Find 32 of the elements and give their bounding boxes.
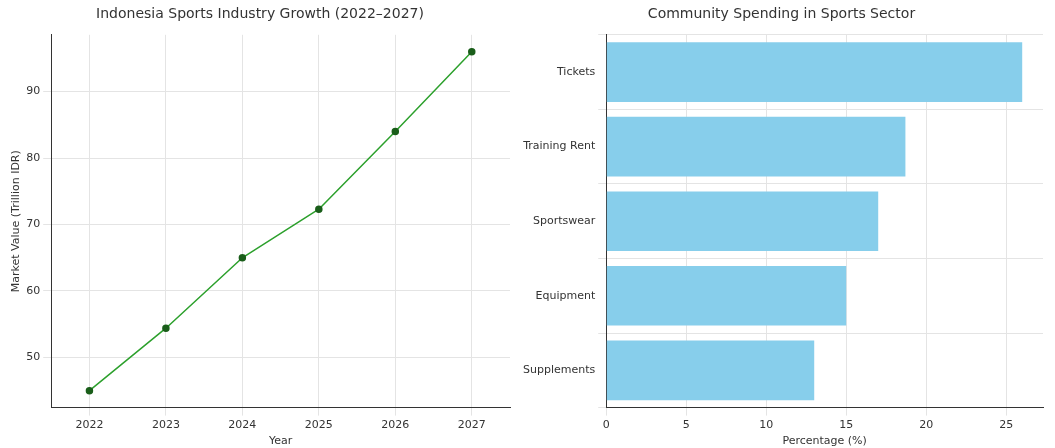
x-tick-label: 20: [919, 418, 934, 432]
y-tick-label: 70: [26, 217, 41, 231]
x-tick-label: 2022: [75, 418, 104, 432]
x-tick-label: 15: [839, 418, 854, 432]
bar: [606, 42, 1023, 102]
bar: [606, 116, 906, 177]
bar: [606, 191, 879, 252]
x-tick-label: 0: [602, 418, 610, 432]
x-axis-title: Percentage (%): [782, 434, 867, 448]
y-tick-label: Equipment: [535, 288, 596, 302]
x-axis-title: Year: [267, 434, 293, 448]
chart-title: Indonesia Sports Industry Growth (2022–2027): [96, 5, 424, 22]
x-tick-label: 2023: [151, 418, 180, 432]
bar: [606, 340, 815, 401]
x-tick-label: 2025: [304, 418, 333, 432]
y-tick-label: Training Rent: [522, 139, 596, 153]
y-tick-label: 50: [26, 350, 41, 364]
y-tick-label: Sportswear: [532, 214, 596, 228]
y-tick-label: 80: [26, 150, 41, 164]
x-tick-label: 10: [759, 418, 774, 432]
y-tick-label: 60: [26, 283, 41, 297]
x-tick-label: 2026: [381, 418, 410, 432]
y-axis-title: Market Value (Trillion IDR): [9, 150, 23, 293]
x-tick-label: 25: [999, 418, 1014, 432]
x-tick-label: 5: [682, 418, 690, 432]
x-tick-label: 2024: [228, 418, 257, 432]
y-tick-label: Supplements: [522, 363, 596, 377]
bar: [606, 265, 847, 326]
y-tick-label: Tickets: [555, 64, 596, 78]
y-tick-label: 90: [26, 84, 41, 98]
x-tick-label: 2027: [457, 418, 486, 432]
chart-title: Community Spending in Sports Sector: [647, 5, 916, 22]
